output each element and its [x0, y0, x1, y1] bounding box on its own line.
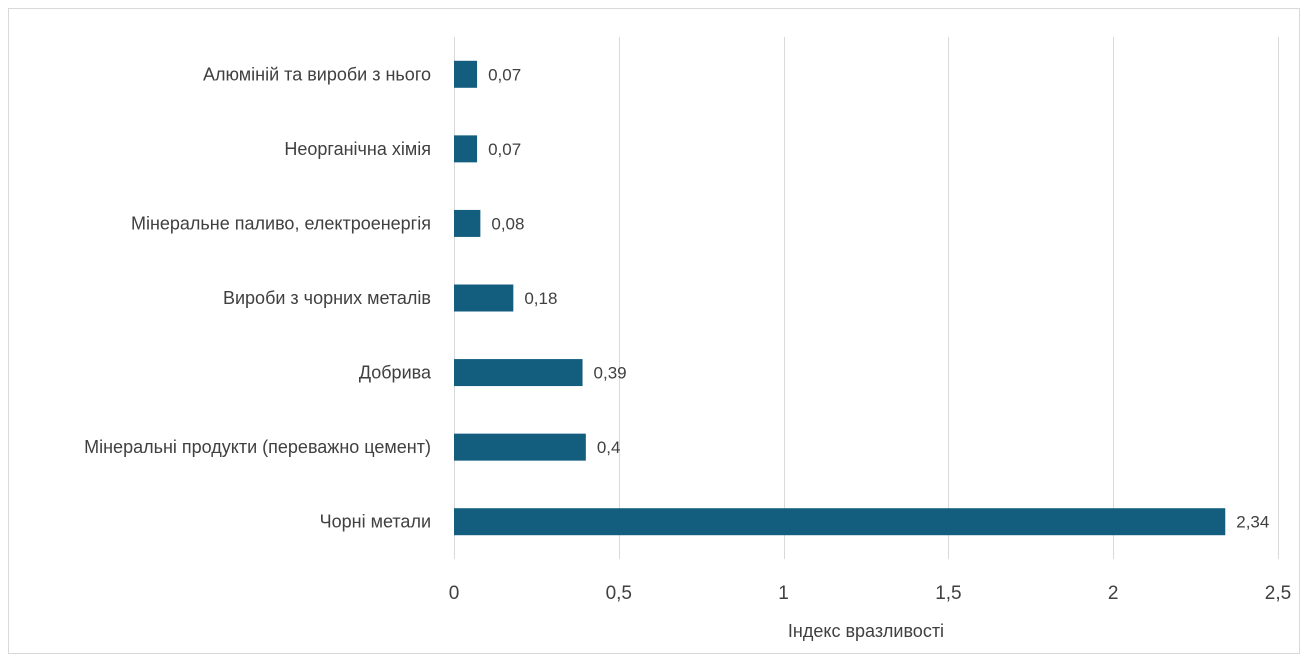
x-tick-label: 0,5 [606, 583, 632, 604]
category-label: Мінеральні продукти (переважно цемент) [84, 437, 431, 457]
data-label: 0,4 [597, 438, 621, 457]
gridlines [454, 37, 1279, 559]
data-label: 0,39 [594, 364, 627, 383]
bar [454, 284, 514, 312]
category-label: Чорні метали [320, 512, 431, 532]
bar [454, 60, 478, 88]
x-tick-label: 0 [449, 583, 460, 604]
x-tick-labels: 0 0,5 1 1,5 2 2,5 [449, 583, 1292, 604]
chart-frame: Алюміній та вироби з нього Неорганічна хі… [8, 8, 1300, 654]
x-tick-label: 1 [778, 583, 789, 604]
bar [454, 135, 478, 163]
bars [454, 60, 1226, 536]
bar [454, 359, 583, 387]
category-labels: Алюміній та вироби з нього Неорганічна хі… [84, 64, 432, 531]
category-label: Вироби з чорних металів [223, 288, 431, 308]
bar [454, 433, 586, 461]
category-label: Мінеральне паливо, електроенергія [131, 213, 431, 233]
x-tick-label: 2,5 [1265, 583, 1291, 604]
x-tick-label: 2 [1108, 583, 1119, 604]
x-tick-label: 1,5 [935, 583, 961, 604]
bar-chart: Алюміній та вироби з нього Неорганічна хі… [84, 37, 1292, 641]
data-label: 0,08 [491, 214, 524, 233]
data-labels: 0,07 0,07 0,08 0,18 0,39 0,4 2,34 [488, 65, 1269, 531]
bar [454, 209, 481, 237]
bar [454, 508, 1226, 536]
x-axis-title: Індекс вразливості [788, 621, 944, 641]
category-label: Неорганічна хімія [284, 139, 431, 159]
data-label: 0,07 [488, 140, 521, 159]
data-label: 2,34 [1236, 513, 1269, 532]
data-label: 0,18 [524, 289, 557, 308]
data-label: 0,07 [488, 65, 521, 84]
category-label: Алюміній та вироби з нього [203, 64, 431, 84]
category-label: Добрива [359, 363, 432, 383]
